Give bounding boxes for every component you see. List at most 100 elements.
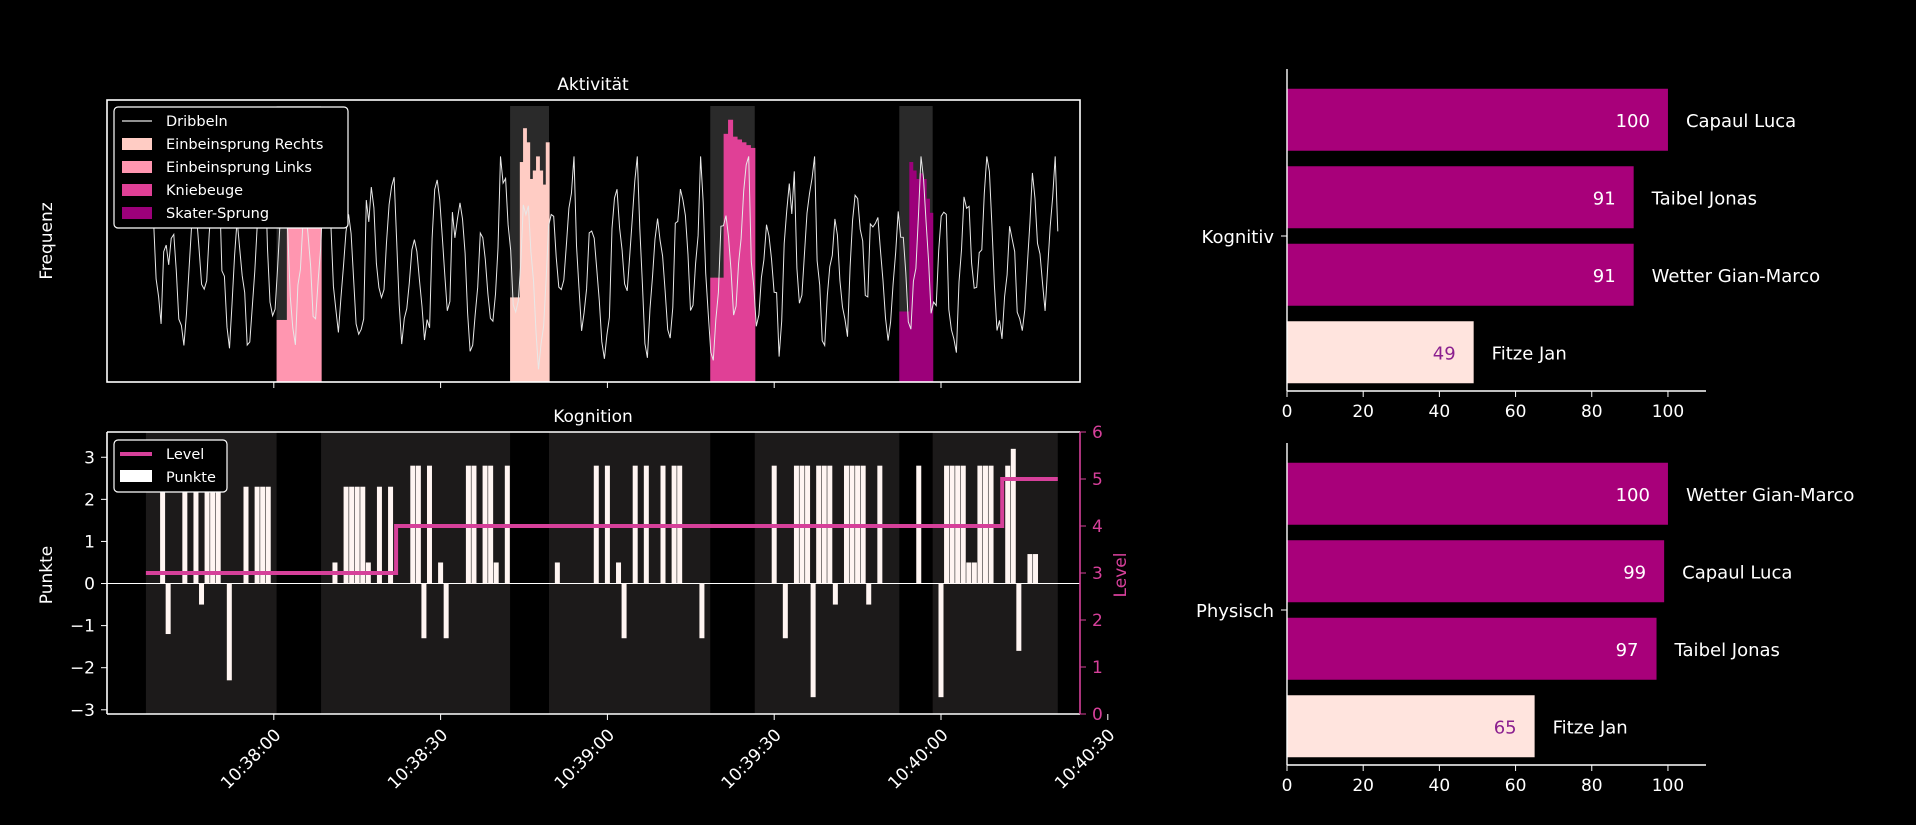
activity-bar: [293, 170, 298, 382]
cognition-shade-4: [754, 432, 900, 714]
cognition-y2-label: Level: [1111, 553, 1131, 598]
activity-bar: [529, 178, 534, 382]
kognitiv-x-tick-label: 20: [1352, 402, 1374, 422]
activity-bar: [929, 212, 934, 382]
punkte-bar: [360, 486, 366, 584]
physisch-value-label: 97: [1616, 640, 1639, 661]
physisch-category-label: Taibel Jonas: [1674, 640, 1780, 661]
activity-legend-label: Einbeinsprung Links: [166, 160, 312, 176]
cognition-y-tick-label: 0: [84, 575, 95, 595]
physisch-x-tick-label: 60: [1505, 776, 1527, 796]
activity-bar: [905, 311, 910, 382]
kognitiv-category-label: Wetter Gian-Marco: [1652, 266, 1821, 287]
punkte-bar: [265, 486, 271, 584]
cognition-x-tick-label: 10:38:30: [384, 725, 452, 793]
activity-bar: [723, 133, 729, 382]
kognitiv-x-tick-label: 0: [1282, 402, 1293, 422]
punkte-bar: [1033, 554, 1039, 584]
kognitiv-value-label: 100: [1616, 111, 1650, 132]
physisch-x-tick-label: 100: [1652, 776, 1684, 796]
activity-bar: [922, 178, 927, 382]
cognition-y2-tick-label: 1: [1092, 658, 1103, 678]
legend-swatch-skater: [122, 207, 152, 219]
activity-legend-label: Skater-Sprung: [166, 206, 269, 222]
dribbeln-line: [145, 156, 1059, 370]
legend-swatch-kniebeuge: [122, 184, 152, 196]
cognition-shade-3: [549, 432, 711, 714]
activity-legend-label: Dribbeln: [166, 114, 228, 130]
activity-bar: [915, 178, 920, 382]
activity-bar: [736, 139, 742, 382]
physisch-bar: [1287, 617, 1657, 680]
activity-bar: [750, 147, 756, 382]
activity-bar: [283, 319, 288, 382]
physisch-x-tick-label: 20: [1352, 776, 1374, 796]
kognitiv-x-tick-label: 80: [1581, 402, 1603, 422]
cognition-y-tick-label: −1: [70, 617, 95, 637]
punkte-bar: [1016, 583, 1022, 651]
punkte-bar: [182, 486, 188, 584]
punkte-bar: [204, 486, 210, 584]
activity-bar: [300, 207, 305, 382]
punkte-bar: [354, 486, 360, 584]
activity-bar: [510, 297, 514, 382]
cognition-y2-tick-label: 4: [1092, 517, 1103, 537]
activity-bar: [532, 170, 537, 382]
activity-bar: [536, 156, 540, 382]
kognitiv-bar: [1287, 166, 1634, 229]
punkte-bar: [376, 486, 382, 584]
physisch-category-label: Wetter Gian-Marco: [1686, 485, 1855, 506]
activity-bar: [516, 297, 521, 382]
punkte-bar: [493, 562, 499, 584]
cognition-y-tick-label: −3: [70, 701, 95, 721]
activity-bar: [545, 142, 550, 382]
punkte-bar: [966, 562, 972, 584]
punkte-bar: [254, 486, 260, 584]
activity-bar: [728, 119, 734, 383]
legend-swatch-punkte: [120, 470, 152, 482]
punkte-bar: [343, 486, 349, 584]
punkte-bar: [438, 562, 444, 584]
cognition-y-tick-label: 1: [84, 532, 95, 552]
punkte-bar: [199, 583, 205, 605]
cognition-y-label: Punkte: [37, 546, 57, 604]
punkte-bar: [260, 486, 266, 584]
cognition-y2-tick-label: 3: [1092, 564, 1103, 584]
activity-bar: [303, 150, 308, 382]
punkte-bar: [938, 583, 944, 698]
cognition-y-tick-label: −2: [70, 659, 95, 679]
punkte-bar: [621, 583, 627, 639]
cognition-y2-tick-label: 6: [1092, 423, 1103, 443]
punkte-bar: [215, 486, 221, 584]
activity-y-label: Frequenz: [37, 202, 57, 279]
activity-legend-box: [113, 106, 349, 229]
punkte-bar: [782, 583, 788, 639]
kognitiv-category-label: Capaul Luca: [1686, 111, 1796, 132]
cognition-y2-tick-label: 0: [1092, 705, 1103, 725]
activity-bar: [719, 277, 725, 382]
cognition-x-tick-label: 10:38:00: [217, 725, 285, 793]
cognition-y2-tick-label: 5: [1092, 470, 1103, 490]
physisch-value-label: 100: [1616, 485, 1650, 506]
punkte-bar: [160, 486, 166, 584]
activity-bar: [909, 162, 914, 382]
activity-legend-label: Einbeinsprung Rechts: [166, 137, 323, 153]
punkte-bar: [349, 486, 355, 584]
cognition-y2-tick-label: 2: [1092, 611, 1103, 631]
kognitiv-group-label: Kognitiv: [1202, 227, 1275, 248]
level-line: [145, 477, 1058, 575]
activity-bar: [526, 142, 531, 382]
punkte-bar: [810, 583, 816, 698]
punkte-bar: [421, 583, 427, 639]
activity-bar: [276, 319, 281, 382]
cognition-y-tick-label: 2: [84, 490, 95, 510]
punkte-bar: [165, 583, 171, 635]
activity-bar: [314, 198, 319, 382]
activity-bar: [899, 311, 904, 382]
activity-bar: [286, 226, 291, 382]
physisch-category-label: Fitze Jan: [1553, 717, 1628, 738]
activity-bar: [710, 277, 716, 382]
activity-bar: [902, 311, 907, 382]
kognitiv-category-label: Taibel Jonas: [1651, 188, 1757, 209]
punkte-bar: [443, 583, 449, 639]
